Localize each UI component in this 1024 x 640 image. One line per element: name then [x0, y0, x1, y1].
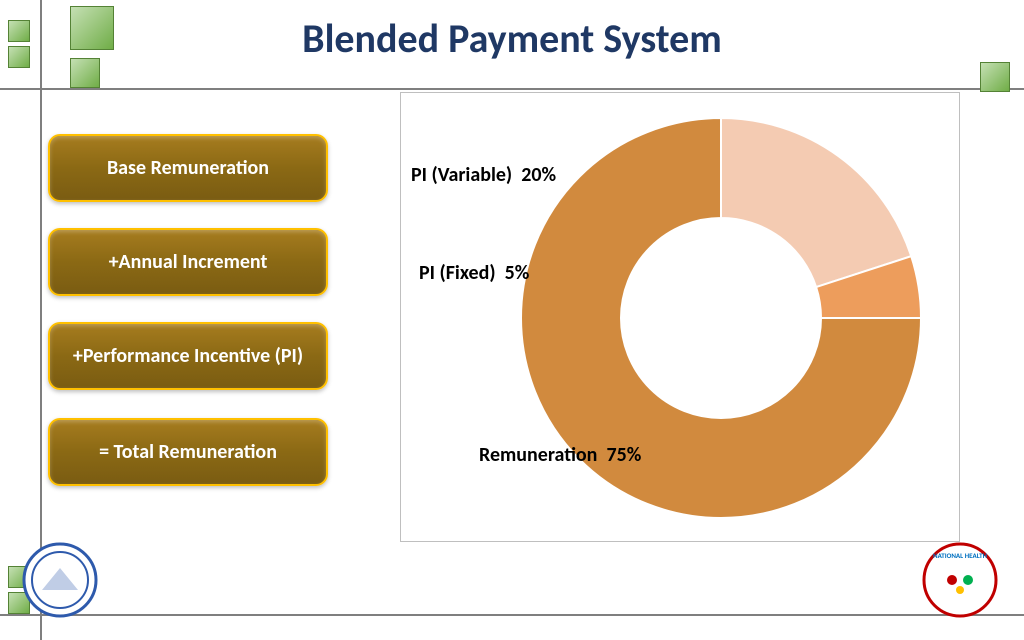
decor-square: [980, 62, 1010, 92]
formula-pill: +Annual Increment: [48, 228, 328, 296]
donut-label: PI (Fixed) 5%: [419, 261, 529, 285]
badge-left-icon: [20, 540, 100, 620]
donut-label: PI (Variable) 20%: [411, 163, 556, 187]
formula-pill: = Total Remuneration: [48, 418, 328, 486]
formula-pill: +Performance Incentive (PI): [48, 322, 328, 390]
decor-hline: [0, 88, 1024, 90]
decor-hline: [0, 614, 1024, 616]
donut-slice: [721, 118, 911, 287]
donut-svg: [401, 93, 961, 543]
donut-label: Remuneration 75%: [479, 443, 641, 467]
badge-right-icon: NATIONAL HEALTH: [920, 540, 1000, 620]
donut-chart: PI (Variable) 20% PI (Fixed) 5% Remunerati…: [400, 92, 960, 542]
formula-pill: Base Remuneration: [48, 134, 328, 202]
page-title: Blended Payment System: [0, 14, 1024, 63]
svg-text:NATIONAL HEALTH: NATIONAL HEALTH: [933, 551, 988, 560]
